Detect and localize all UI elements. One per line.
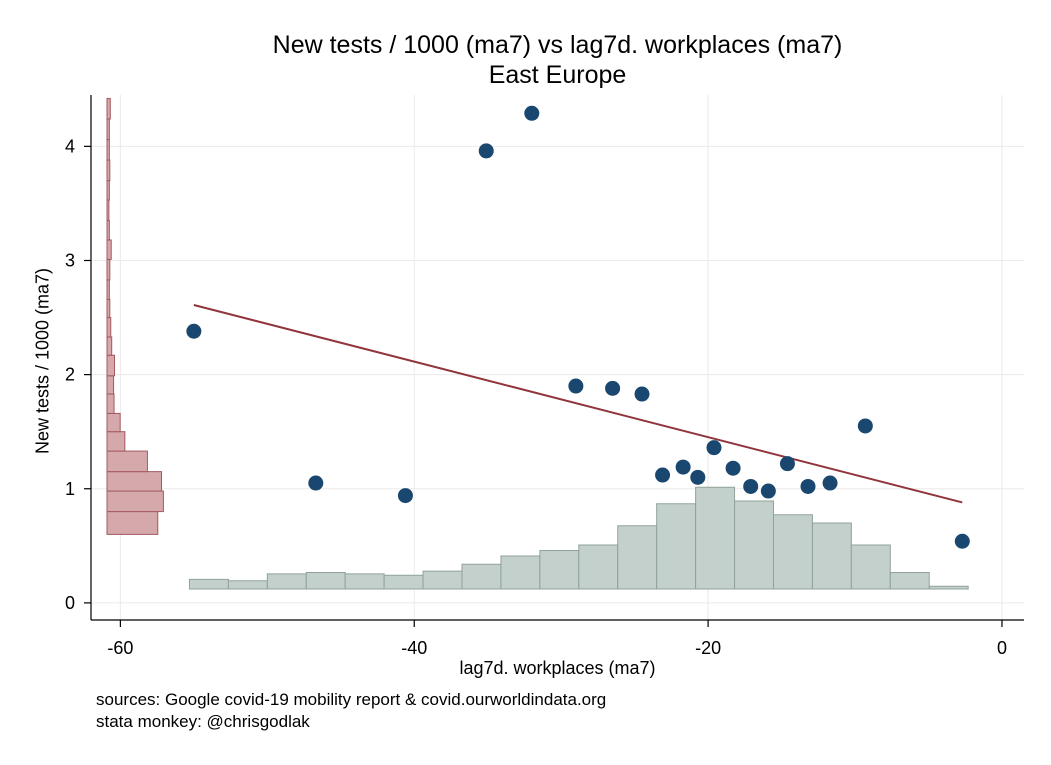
x-tick-label: 0 xyxy=(997,638,1007,658)
y-histogram-bar xyxy=(106,412,121,433)
x-axis-label: lag7d. workplaces (ma7) xyxy=(459,658,656,678)
x-histogram-bar xyxy=(772,514,813,590)
y-histogram-bar xyxy=(106,220,110,241)
y-tick-label: 0 xyxy=(65,593,75,613)
y-histogram-bar xyxy=(106,180,110,201)
credit-note: stata monkey: @chrisgodlak xyxy=(96,712,310,731)
x-histogram-bar xyxy=(617,525,658,590)
y-histogram-bar xyxy=(106,199,110,222)
data-point xyxy=(634,386,650,402)
x-histogram-bar xyxy=(889,572,930,590)
data-point xyxy=(655,467,671,483)
y-histogram-bar xyxy=(106,298,111,319)
source-note: sources: Google covid-19 mobility report… xyxy=(96,690,607,709)
x-histogram-bar xyxy=(188,578,229,590)
data-point xyxy=(706,440,722,456)
x-histogram-bar xyxy=(461,563,502,590)
chart-title: New tests / 1000 (ma7) vs lag7d. workpla… xyxy=(272,31,843,59)
x-histogram-bar xyxy=(928,585,969,590)
y-histogram-bar xyxy=(106,450,148,473)
y-histogram-bar xyxy=(106,490,164,513)
y-tick-label: 2 xyxy=(65,365,75,385)
y-histogram-bar xyxy=(106,393,115,414)
data-point xyxy=(478,143,494,159)
chart-subtitle: East Europe xyxy=(488,61,627,89)
data-point xyxy=(779,456,795,472)
x-histogram-bar xyxy=(539,550,580,590)
fit-line xyxy=(193,304,963,504)
data-point xyxy=(308,475,324,491)
x-histogram-bar xyxy=(344,573,385,590)
data-point xyxy=(675,459,691,475)
data-point xyxy=(760,483,776,499)
x-histogram-bar xyxy=(383,574,424,590)
x-histogram-bar xyxy=(266,573,307,590)
data-point xyxy=(186,323,202,339)
x-histogram-bar xyxy=(656,503,697,590)
y-histogram-bar xyxy=(106,279,110,300)
y-histogram-bar xyxy=(106,258,111,281)
y-tick-label: 4 xyxy=(65,136,75,156)
y-histogram-bar xyxy=(106,511,159,535)
x-tick-label: -20 xyxy=(695,638,721,658)
y-tick-label: 1 xyxy=(65,479,75,499)
data-point xyxy=(397,488,413,504)
data-point xyxy=(954,533,970,549)
y-tick-label: 3 xyxy=(65,250,75,270)
data-point xyxy=(690,469,706,485)
y-histogram-bar xyxy=(106,336,113,356)
x-tick-label: -60 xyxy=(107,638,133,658)
x-histogram-bar xyxy=(422,570,463,590)
x-histogram-bar xyxy=(578,544,619,590)
data-point xyxy=(743,478,759,494)
data-point xyxy=(725,460,741,476)
y-axis-label: New tests / 1000 (ma7) xyxy=(32,267,53,455)
data-point xyxy=(857,418,873,434)
y-histogram-bar xyxy=(106,159,111,182)
data-point xyxy=(800,478,816,494)
y-histogram-bar xyxy=(106,354,116,377)
data-point xyxy=(568,378,584,394)
x-histogram-bar xyxy=(850,544,891,590)
y-histogram-bar xyxy=(106,139,110,161)
data-point xyxy=(524,105,540,121)
y-histogram-bar xyxy=(106,375,115,395)
y-histogram-bar xyxy=(106,317,112,338)
x-histogram-bar xyxy=(695,486,736,590)
x-histogram-bar xyxy=(305,572,346,590)
data-point xyxy=(822,475,838,491)
x-histogram-bar xyxy=(811,522,852,590)
x-tick-label: -40 xyxy=(401,638,427,658)
x-histogram-bar xyxy=(734,500,774,590)
x-histogram-bar xyxy=(500,555,541,590)
y-histogram-bar xyxy=(106,97,111,120)
y-histogram-bar xyxy=(106,118,110,141)
x-histogram-bar xyxy=(227,580,268,590)
y-histogram-bar xyxy=(106,471,163,492)
y-histogram-bar xyxy=(106,431,126,452)
data-point xyxy=(605,380,621,396)
y-histogram-bar xyxy=(106,239,112,260)
